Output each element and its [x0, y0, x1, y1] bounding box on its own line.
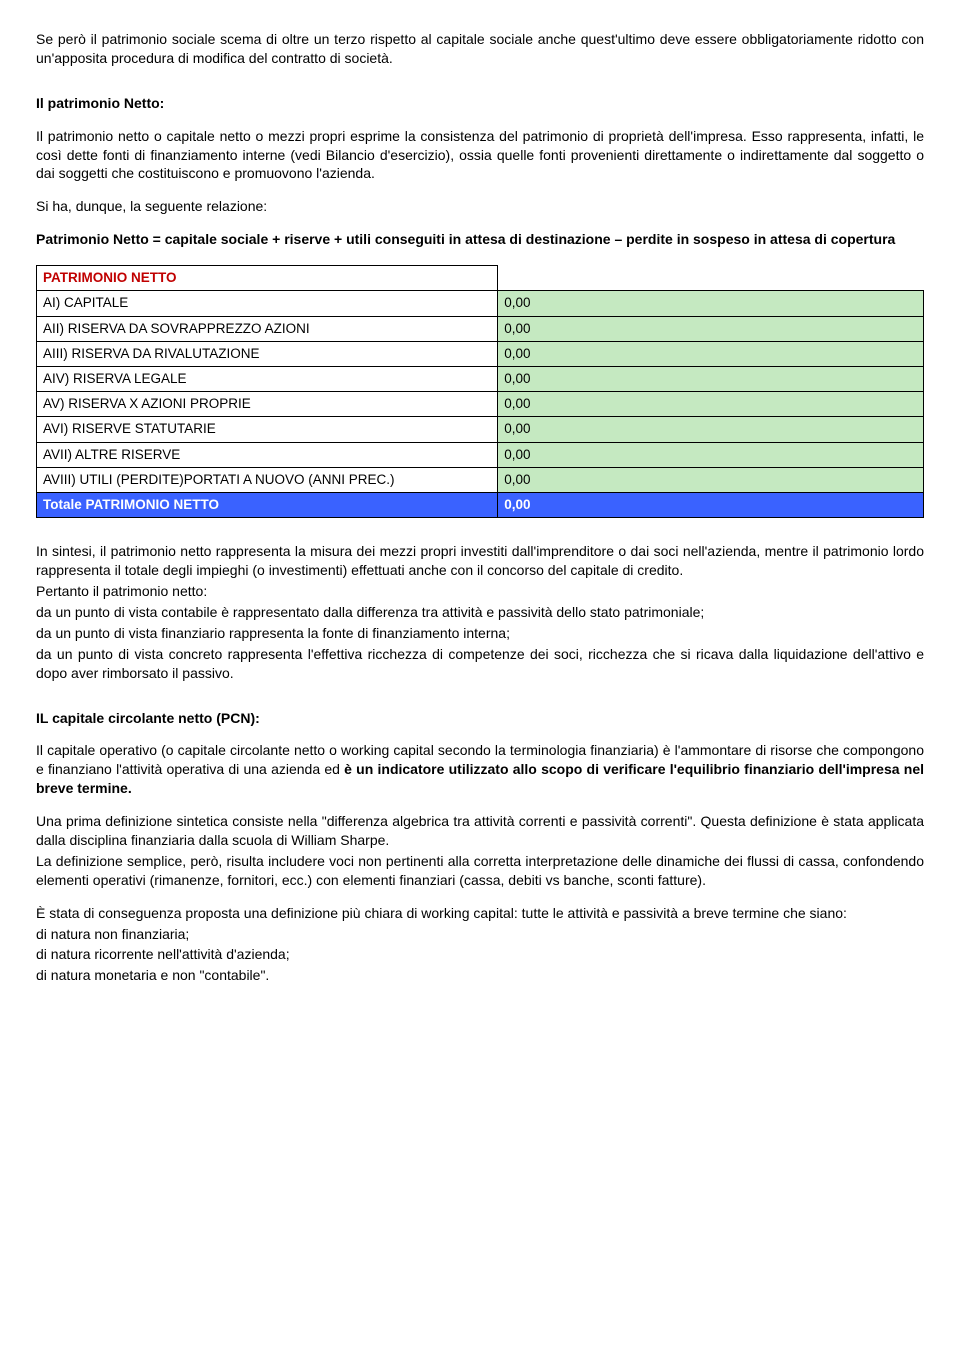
pcn-p1: Il capitale operativo (o capitale circol… — [36, 741, 924, 798]
section-title-pcn: IL capitale circolante netto (PCN): — [36, 709, 924, 728]
sintesi-p1: In sintesi, il patrimonio netto rapprese… — [36, 542, 924, 580]
table-row: AV) RISERVA X AZIONI PROPRIE0,00 — [37, 392, 924, 417]
table-row-value: 0,00 — [498, 442, 924, 467]
pcn-bullet-2: di natura ricorrente nell'attività d'azi… — [36, 945, 924, 964]
table-row-value: 0,00 — [498, 367, 924, 392]
table-row-value: 0,00 — [498, 341, 924, 366]
patrimonio-netto-table: PATRIMONIO NETTO AI) CAPITALE0,00AII) RI… — [36, 265, 924, 518]
table-row: AVII) ALTRE RISERVE0,00 — [37, 442, 924, 467]
pcn-bullet-3: di natura monetaria e non "contabile". — [36, 966, 924, 985]
table-header-spacer — [498, 266, 924, 291]
table-total-row: Totale PATRIMONIO NETTO 0,00 — [37, 493, 924, 518]
table-row-label: AII) RISERVA DA SOVRAPPREZZO AZIONI — [37, 316, 498, 341]
table-row-label: AI) CAPITALE — [37, 291, 498, 316]
table-row-label: AVI) RISERVE STATUTARIE — [37, 417, 498, 442]
netto-formula: Patrimonio Netto = capitale sociale + ri… — [36, 230, 924, 249]
netto-p2: Si ha, dunque, la seguente relazione: — [36, 197, 924, 216]
pcn-bullet-1: di natura non finanziaria; — [36, 925, 924, 944]
table-row-value: 0,00 — [498, 417, 924, 442]
table-row: AVI) RISERVE STATUTARIE0,00 — [37, 417, 924, 442]
pcn-p4: È stata di conseguenza proposta una defi… — [36, 904, 924, 923]
sintesi-lead: Pertanto il patrimonio netto: — [36, 582, 924, 601]
pcn-p3: La definizione semplice, però, risulta i… — [36, 852, 924, 890]
netto-p1: Il patrimonio netto o capitale netto o m… — [36, 127, 924, 184]
table-row-label: AVIII) UTILI (PERDITE)PORTATI A NUOVO (A… — [37, 467, 498, 492]
table-header-row: PATRIMONIO NETTO — [37, 266, 924, 291]
table-row-label: AV) RISERVA X AZIONI PROPRIE — [37, 392, 498, 417]
table-row-label: AIV) RISERVA LEGALE — [37, 367, 498, 392]
table-row-value: 0,00 — [498, 291, 924, 316]
table-row: AI) CAPITALE0,00 — [37, 291, 924, 316]
table-row: AII) RISERVA DA SOVRAPPREZZO AZIONI0,00 — [37, 316, 924, 341]
table-total-value: 0,00 — [498, 493, 924, 518]
section-title-netto: Il patrimonio Netto: — [36, 94, 924, 113]
sintesi-bullet-1: da un punto di vista contabile è rappres… — [36, 603, 924, 622]
table-row: AVIII) UTILI (PERDITE)PORTATI A NUOVO (A… — [37, 467, 924, 492]
table-row: AIV) RISERVA LEGALE0,00 — [37, 367, 924, 392]
table-row-label: AIII) RISERVA DA RIVALUTAZIONE — [37, 341, 498, 366]
table-header-label: PATRIMONIO NETTO — [37, 266, 498, 291]
intro-paragraph: Se però il patrimonio sociale scema di o… — [36, 30, 924, 68]
table-row-value: 0,00 — [498, 467, 924, 492]
table-row-value: 0,00 — [498, 392, 924, 417]
pcn-p2: Una prima definizione sintetica consiste… — [36, 812, 924, 850]
table-total-label: Totale PATRIMONIO NETTO — [37, 493, 498, 518]
sintesi-bullet-3: da un punto di vista concreto rappresent… — [36, 645, 924, 683]
table-row-value: 0,00 — [498, 316, 924, 341]
sintesi-bullet-2: da un punto di vista finanziario rappres… — [36, 624, 924, 643]
table-row-label: AVII) ALTRE RISERVE — [37, 442, 498, 467]
table-row: AIII) RISERVA DA RIVALUTAZIONE0,00 — [37, 341, 924, 366]
